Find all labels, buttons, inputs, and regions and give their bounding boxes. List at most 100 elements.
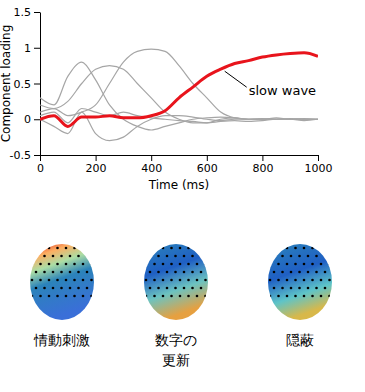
electrode bbox=[286, 263, 289, 266]
electrode bbox=[48, 263, 51, 266]
x-tick-label: 600 bbox=[197, 162, 218, 175]
electrode bbox=[303, 263, 306, 266]
x-tick-mark bbox=[151, 155, 152, 161]
electrode bbox=[281, 287, 284, 290]
electrode bbox=[315, 287, 318, 290]
electrode bbox=[170, 295, 173, 298]
electrode bbox=[170, 263, 173, 266]
electrode bbox=[162, 247, 165, 250]
electrode bbox=[31, 295, 34, 298]
y-tick-label: 0.5 bbox=[14, 78, 32, 91]
electrode bbox=[35, 271, 38, 274]
electrode bbox=[166, 271, 169, 274]
electrodes bbox=[145, 247, 211, 298]
head-topography bbox=[30, 244, 97, 320]
electrode bbox=[153, 279, 156, 282]
electrode bbox=[39, 263, 42, 266]
electrode bbox=[60, 287, 63, 290]
y-axis: -0.500.511.5 bbox=[10, 6, 41, 162]
y-tick-mark bbox=[34, 12, 40, 13]
electrode bbox=[294, 295, 297, 298]
electrode bbox=[187, 247, 190, 250]
electrode bbox=[286, 247, 289, 250]
electrode bbox=[269, 295, 272, 298]
electrode bbox=[153, 263, 156, 266]
electrode bbox=[196, 295, 199, 298]
electrode bbox=[191, 271, 194, 274]
electrode bbox=[183, 287, 186, 290]
electrode bbox=[281, 271, 284, 274]
head-shape bbox=[144, 244, 208, 320]
electrode bbox=[204, 295, 207, 298]
x-tick-label: 200 bbox=[86, 162, 107, 175]
electrode bbox=[145, 279, 148, 282]
electrode bbox=[86, 287, 89, 290]
x-tick: 600 bbox=[197, 155, 218, 175]
electrode bbox=[277, 247, 280, 250]
electrode bbox=[277, 295, 280, 298]
electrode bbox=[69, 255, 72, 258]
electrode bbox=[320, 295, 323, 298]
electrode bbox=[73, 263, 76, 266]
lines bbox=[40, 49, 318, 141]
electrode bbox=[200, 271, 203, 274]
electrode bbox=[328, 247, 331, 250]
y-tick: 1.5 bbox=[14, 6, 41, 19]
electrode bbox=[191, 255, 194, 258]
electrode bbox=[320, 279, 323, 282]
electrode bbox=[204, 279, 207, 282]
electrode bbox=[157, 255, 160, 258]
electrode bbox=[166, 287, 169, 290]
electrode bbox=[273, 271, 276, 274]
y-tick-mark bbox=[34, 48, 40, 49]
x-tick: 800 bbox=[252, 155, 273, 175]
x-tick-label: 1000 bbox=[305, 162, 333, 175]
electrode bbox=[298, 255, 301, 258]
electrode bbox=[94, 271, 97, 274]
electrode bbox=[90, 279, 93, 282]
electrode bbox=[82, 247, 85, 250]
electrode bbox=[269, 279, 272, 282]
electrode bbox=[307, 271, 310, 274]
electrode bbox=[94, 255, 97, 258]
electrode bbox=[149, 271, 152, 274]
electrode bbox=[39, 247, 42, 250]
x-tick-mark bbox=[96, 155, 97, 161]
y-tick-label: 1 bbox=[24, 42, 31, 55]
electrode bbox=[82, 263, 85, 266]
electrode bbox=[277, 279, 280, 282]
electrode bbox=[196, 263, 199, 266]
condition-label-line: 更新 bbox=[162, 352, 190, 368]
condition-label: 情動刺激 bbox=[33, 332, 90, 348]
electrode bbox=[52, 255, 55, 258]
electrode bbox=[31, 263, 34, 266]
electrode bbox=[73, 295, 76, 298]
electrode bbox=[303, 247, 306, 250]
electrode bbox=[200, 255, 203, 258]
electrode bbox=[328, 295, 331, 298]
electrode bbox=[162, 263, 165, 266]
electrode bbox=[332, 271, 335, 274]
electrode bbox=[170, 279, 173, 282]
electrode bbox=[290, 271, 293, 274]
x-axis: 02004006008001000 bbox=[37, 155, 333, 175]
electrode bbox=[153, 247, 156, 250]
x-axis-line bbox=[41, 155, 319, 156]
electrode bbox=[187, 279, 190, 282]
electrode bbox=[174, 255, 177, 258]
electrode bbox=[311, 279, 314, 282]
electrode bbox=[162, 295, 165, 298]
y-tick: -0.5 bbox=[10, 149, 40, 162]
electrode bbox=[149, 255, 152, 258]
electrode bbox=[281, 255, 284, 258]
electrode bbox=[286, 295, 289, 298]
electrode bbox=[269, 247, 272, 250]
leader-line bbox=[225, 71, 247, 87]
electrode bbox=[56, 279, 59, 282]
electrode bbox=[187, 295, 190, 298]
electrode bbox=[39, 295, 42, 298]
x-tick: 0 bbox=[37, 155, 44, 175]
electrode bbox=[86, 255, 89, 258]
electrode bbox=[324, 255, 327, 258]
electrode bbox=[69, 271, 72, 274]
